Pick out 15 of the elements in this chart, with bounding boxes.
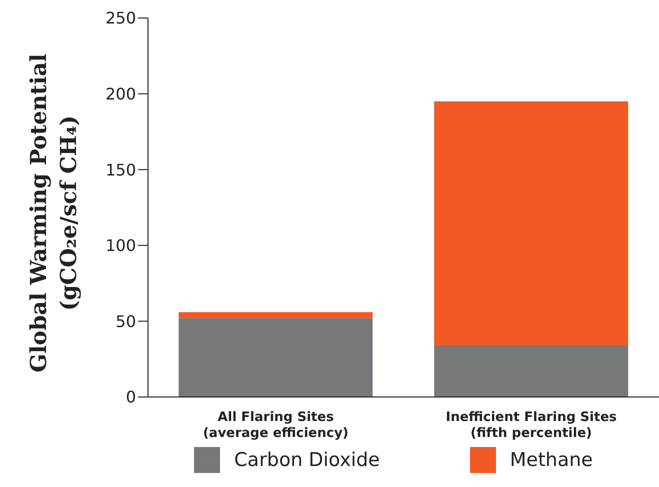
legend-label: Carbon Dioxide: [234, 449, 380, 471]
bar: [178, 312, 373, 318]
y-tick-label: 100: [105, 236, 136, 256]
y-tick-label: 0: [126, 388, 136, 407]
x-tick-label: Inefficient Flaring Sites (fifth percentile): [446, 410, 618, 441]
bar: [178, 318, 373, 397]
y-tick-label: 200: [105, 84, 136, 104]
bar: [434, 345, 628, 397]
legend-label: Methane: [510, 449, 593, 471]
y-tick-label: 250: [105, 8, 136, 28]
bar: [434, 101, 628, 346]
y-tick-label: 150: [105, 160, 136, 180]
x-tick-label: All Flaring Sites (average efficiency): [202, 410, 349, 441]
y-tick-label: 50: [116, 312, 136, 331]
y-axis-title: Global Warming Potential (gCO₂e/scf CH₄): [26, 54, 82, 372]
